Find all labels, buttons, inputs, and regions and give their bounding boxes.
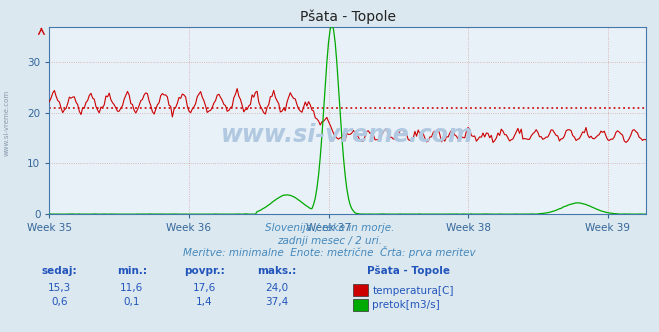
Text: pretok[m3/s]: pretok[m3/s]: [372, 300, 440, 310]
Text: 24,0: 24,0: [265, 283, 289, 292]
Text: 0,1: 0,1: [123, 297, 140, 307]
Text: Slovenija / reke in morje.: Slovenija / reke in morje.: [265, 223, 394, 233]
Text: Meritve: minimalne  Enote: metrične  Črta: prva meritev: Meritve: minimalne Enote: metrične Črta:…: [183, 246, 476, 258]
Text: povpr.:: povpr.:: [184, 266, 225, 276]
Title: Pšata - Topole: Pšata - Topole: [300, 10, 395, 24]
Text: 1,4: 1,4: [196, 297, 213, 307]
Text: 15,3: 15,3: [47, 283, 71, 292]
Text: Pšata - Topole: Pšata - Topole: [367, 265, 450, 276]
Text: sedaj:: sedaj:: [42, 266, 77, 276]
Text: www.si-vreme.com: www.si-vreme.com: [221, 124, 474, 147]
Text: min.:: min.:: [117, 266, 147, 276]
Text: 0,6: 0,6: [51, 297, 68, 307]
Text: 11,6: 11,6: [120, 283, 144, 292]
Text: temperatura[C]: temperatura[C]: [372, 286, 454, 295]
Text: 37,4: 37,4: [265, 297, 289, 307]
Text: www.si-vreme.com: www.si-vreme.com: [3, 90, 10, 156]
Text: 17,6: 17,6: [192, 283, 216, 292]
Text: zadnji mesec / 2 uri.: zadnji mesec / 2 uri.: [277, 236, 382, 246]
Text: maks.:: maks.:: [257, 266, 297, 276]
